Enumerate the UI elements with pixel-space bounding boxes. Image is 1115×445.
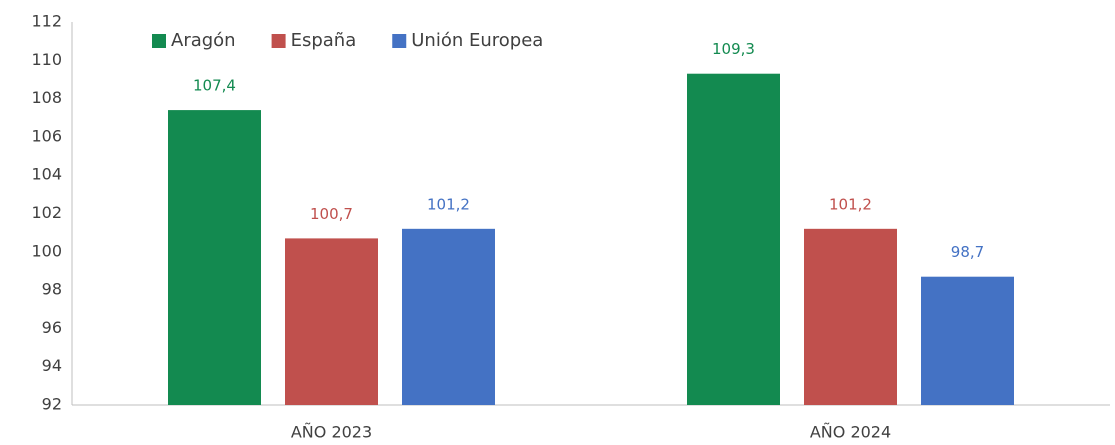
value-label: 101,2 xyxy=(427,195,470,213)
legend-swatch xyxy=(271,34,286,48)
value-label: 109,3 xyxy=(712,40,755,58)
bar xyxy=(168,110,261,405)
y-tick-label: 108 xyxy=(31,88,62,107)
y-tick-label: 92 xyxy=(42,395,62,414)
value-label: 107,4 xyxy=(193,77,236,95)
bar xyxy=(285,238,378,405)
bar xyxy=(804,228,897,405)
legend-label: Aragón xyxy=(171,30,236,51)
x-tick-label: AÑO 2023 xyxy=(291,423,372,442)
value-label: 101,2 xyxy=(829,195,872,213)
bar xyxy=(687,73,780,405)
y-tick-label: 110 xyxy=(31,50,62,69)
legend-swatch xyxy=(152,34,166,48)
legend-swatch xyxy=(392,34,407,48)
value-label: 98,7 xyxy=(951,243,984,261)
legend-label: España xyxy=(291,30,357,51)
bar xyxy=(402,228,495,405)
y-tick-label: 102 xyxy=(31,203,62,222)
bar xyxy=(921,276,1014,405)
y-tick-label: 104 xyxy=(31,165,62,184)
y-tick-label: 106 xyxy=(31,126,62,145)
y-tick-label: 112 xyxy=(31,12,62,31)
y-tick-label: 94 xyxy=(42,356,62,375)
value-label: 100,7 xyxy=(310,205,353,223)
legend-label: Unión Europea xyxy=(411,30,543,51)
y-tick-label: 96 xyxy=(42,318,62,337)
x-tick-label: AÑO 2024 xyxy=(810,423,891,442)
y-tick-label: 98 xyxy=(42,280,62,299)
y-tick-label: 100 xyxy=(31,241,62,260)
